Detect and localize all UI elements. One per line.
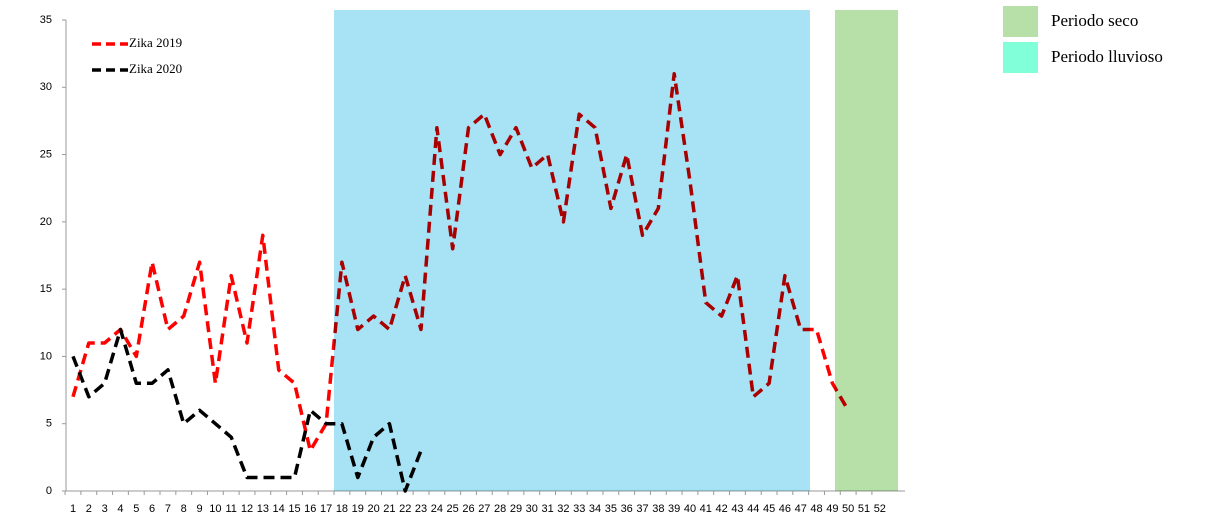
y-tick-label: 5 [46, 418, 52, 430]
x-tick-label: 39 [668, 503, 680, 515]
x-tick-label: 16 [304, 503, 316, 515]
x-tick-label: 46 [779, 503, 791, 515]
x-tick-label: 27 [478, 503, 490, 515]
legend-label: Zika 2020 [129, 61, 182, 76]
x-tick-label: 24 [431, 503, 443, 515]
x-tick-label: 4 [117, 503, 123, 515]
x-tick-label: 49 [826, 503, 838, 515]
x-tick-label: 6 [149, 503, 155, 515]
x-tick-label: 12 [241, 503, 253, 515]
x-tick-label: 7 [165, 503, 171, 515]
y-tick-label: 30 [40, 81, 52, 93]
x-tick-label: 36 [621, 503, 633, 515]
x-tick-label: 43 [731, 503, 743, 515]
x-tick-label: 33 [573, 503, 585, 515]
x-tick-label: 17 [320, 503, 332, 515]
x-tick-label: 23 [415, 503, 427, 515]
period-label: Periodo lluvioso [1051, 47, 1163, 66]
period-swatch [1003, 42, 1038, 73]
x-tick-label: 2 [86, 503, 92, 515]
x-tick-label: 44 [747, 503, 759, 515]
x-tick-label: 40 [684, 503, 696, 515]
y-tick-label: 10 [40, 350, 52, 362]
x-tick-label: 9 [196, 503, 202, 515]
x-tick-label: 10 [209, 503, 221, 515]
x-tick-label: 31 [541, 503, 553, 515]
y-tick-label: 0 [46, 485, 52, 497]
x-tick-label: 42 [715, 503, 727, 515]
x-tick-label: 41 [700, 503, 712, 515]
x-tick-label: 3 [102, 503, 108, 515]
y-tick-label: 15 [40, 283, 52, 295]
x-tick-label: 5 [133, 503, 139, 515]
x-tick-label: 35 [605, 503, 617, 515]
x-tick-label: 1 [70, 503, 76, 515]
x-tick-label: 19 [352, 503, 364, 515]
x-tick-label: 51 [858, 503, 870, 515]
x-tick-label: 32 [557, 503, 569, 515]
x-tick-label: 37 [636, 503, 648, 515]
dry-band [835, 10, 898, 491]
y-tick-label: 25 [40, 148, 52, 160]
period-label: Periodo seco [1051, 11, 1138, 30]
x-tick-label: 25 [447, 503, 459, 515]
period-swatch [1003, 6, 1038, 37]
y-tick-label: 35 [40, 14, 52, 26]
x-tick-label: 38 [652, 503, 664, 515]
x-tick-label: 34 [589, 503, 601, 515]
y-tick-label: 20 [40, 216, 52, 228]
x-tick-label: 18 [336, 503, 348, 515]
x-tick-label: 8 [181, 503, 187, 515]
x-tick-label: 14 [273, 503, 285, 515]
rainy-band [334, 10, 810, 491]
legend-label: Zika 2019 [129, 35, 182, 50]
x-tick-label: 22 [399, 503, 411, 515]
x-tick-label: 29 [510, 503, 522, 515]
x-tick-label: 15 [288, 503, 300, 515]
x-tick-label: 30 [526, 503, 538, 515]
x-tick-label: 52 [874, 503, 886, 515]
x-tick-label: 50 [842, 503, 854, 515]
x-tick-label: 28 [494, 503, 506, 515]
x-tick-label: 20 [367, 503, 379, 515]
x-tick-label: 21 [383, 503, 395, 515]
x-tick-label: 48 [810, 503, 822, 515]
x-tick-label: 45 [763, 503, 775, 515]
x-tick-label: 26 [462, 503, 474, 515]
x-tick-label: 11 [225, 503, 236, 515]
x-tick-label: 13 [257, 503, 269, 515]
x-tick-label: 47 [795, 503, 807, 515]
